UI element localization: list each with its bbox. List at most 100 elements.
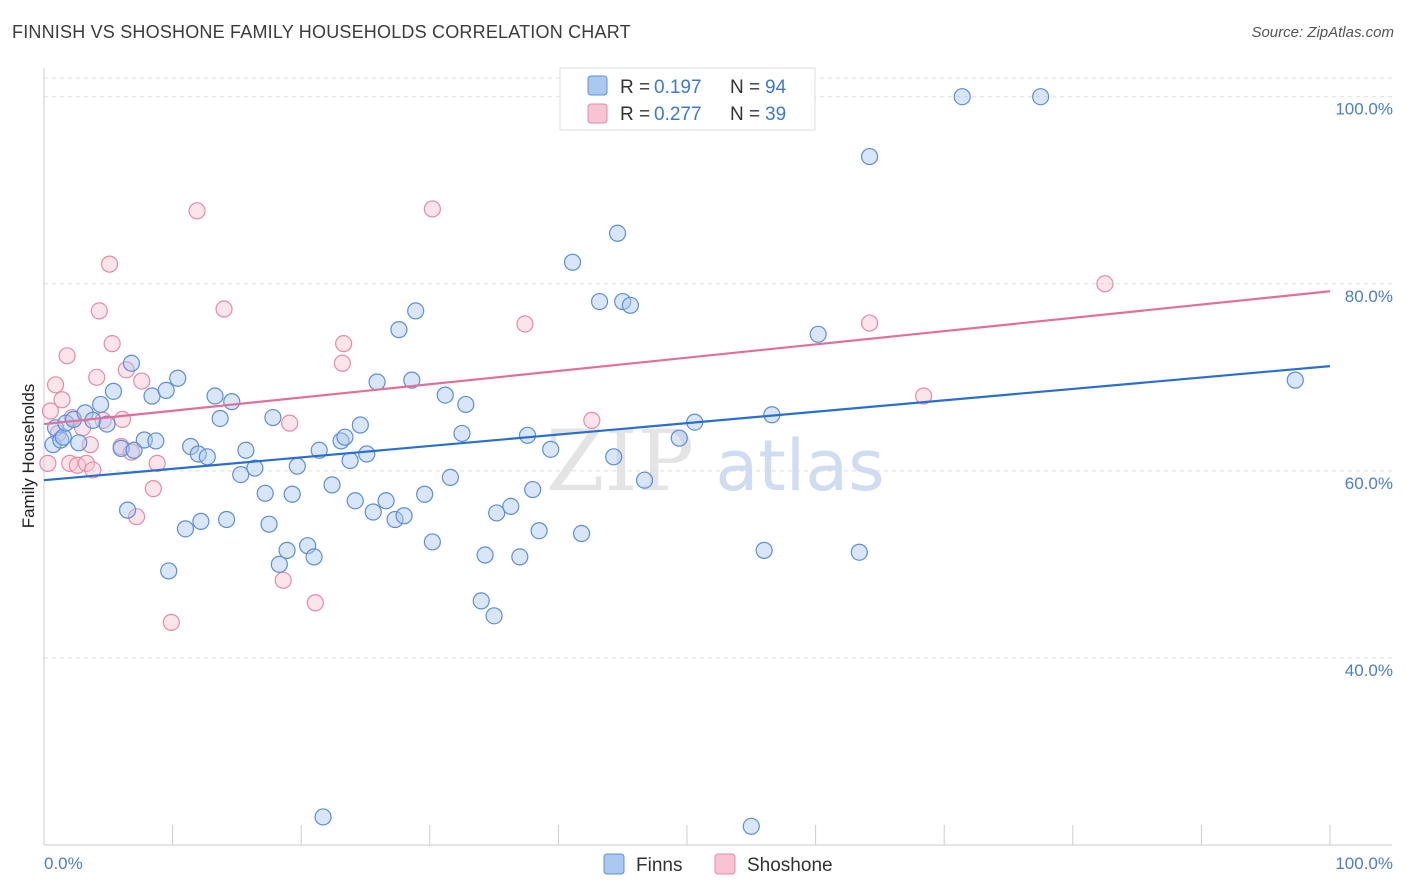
chart-title: FINNISH VS SHOSHONE FAMILY HOUSEHOLDS CO… [12,22,631,42]
finns-point-68 [485,607,503,625]
finns-point-12 [112,439,130,458]
x-tick-labels: 0.0% 100.0% [44,854,1393,873]
shoshone-trend-line [43,290,1331,426]
finns-point-13 [118,501,137,519]
shoshone-point-35 [516,315,534,333]
finns-point-61 [423,533,441,551]
shoshone-point-4 [53,391,71,409]
legend-swatch-finns [587,75,608,96]
finns-point-86 [742,817,760,835]
finns-point-29 [218,510,236,529]
finns-point-10 [98,415,116,433]
shoshone-point-38 [915,387,933,405]
finns-point-49 [346,492,364,510]
finns-point-26 [198,448,216,466]
finns-point-34 [256,484,274,502]
finns-point-65 [457,395,475,414]
bottom-legend-swatch-shoshone [714,853,736,875]
finns-point-42 [305,548,323,566]
finns-point-22 [176,520,195,538]
finns-point-38 [278,541,296,559]
finns-point-73 [524,480,542,499]
finns-point-78 [590,292,609,311]
shoshone-point-25 [148,454,166,472]
finns-point-62 [436,386,454,404]
finns-trend-line [43,364,1331,482]
shoshone-point-37 [861,314,879,332]
finns-point-67 [476,546,494,564]
watermark-atlas: atlas [715,425,884,507]
shoshone-point-39 [1096,275,1114,293]
finns-point-84 [670,429,688,447]
finns-point-32 [237,441,255,459]
finns-point-28 [211,409,229,428]
finns-point-70 [502,497,520,515]
finns-point-11 [104,382,123,400]
finns-point-25 [192,512,210,530]
y-tick-labels: 40.0% 60.0% 80.0% 100.0% [1335,100,1393,680]
finns-point-90 [850,543,868,561]
shoshone-point-22 [127,508,146,526]
shoshone-point-2 [46,376,65,394]
shoshone-point-26 [162,613,180,631]
finns-point-15 [125,441,143,459]
finns-point-93 [1032,88,1050,106]
shoshone-point-10 [77,454,96,472]
correlation-legend: R = 0.197 N = 94 R = 0.277 N = 39 [559,67,816,131]
x-tick-label-1: 100.0% [1335,854,1393,873]
finns-point-35 [260,515,278,533]
finns-point-39 [283,485,301,503]
y-tick-label-2: 80.0% [1345,287,1393,306]
finns-point-33 [246,459,264,477]
shoshone-point-27 [188,202,206,220]
finns-point-30 [223,393,241,411]
shoshone-point-5 [58,347,76,365]
shoshone-point-16 [100,255,119,273]
finns-point-87 [755,541,773,559]
finns-point-94 [1286,371,1304,389]
legend-n-value-finns: 94 [765,77,787,98]
finns-point-6 [70,434,88,452]
finns-point-69 [488,504,506,522]
finns-point-36 [264,408,282,427]
finns-point-37 [270,555,288,573]
shoshone-point-30 [281,414,299,432]
legend-n-value-shoshone: 39 [765,104,786,125]
finns-point-20 [160,562,178,580]
x-tick-label-0: 0.0% [44,854,83,873]
shoshone-point-31 [306,594,324,612]
shoshone-point-28 [215,300,233,318]
finns-point-56 [390,321,408,339]
finns-point-52 [364,503,382,521]
shoshone-point-13 [88,368,106,386]
shoshone-points [39,200,1114,631]
finns-point-31 [232,465,250,484]
shoshone-point-29 [274,571,292,589]
shoshone-point-17 [103,335,121,353]
shoshone-point-36 [583,411,601,429]
y-tick-label-1: 60.0% [1345,474,1393,493]
legend-r-value-finns: 0.197 [654,77,702,98]
finns-point-92 [953,88,971,106]
finns-point-89 [809,325,827,343]
finns-point-44 [314,808,332,826]
shoshone-point-33 [333,354,351,372]
finns-point-75 [542,440,560,458]
shoshone-point-32 [335,335,353,353]
finns-point-47 [336,428,354,446]
finns-point-21 [169,369,187,387]
finns-point-77 [572,524,591,543]
finns-point-53 [368,373,386,391]
series-legend: Finns Shoshone [603,853,833,876]
finns-point-45 [323,476,341,494]
finns-point-19 [157,381,175,400]
legend-n-label-shoshone: N = [730,104,760,125]
finns-point-63 [441,468,459,487]
finns-point-74 [530,522,548,540]
finns-point-79 [605,448,623,466]
shoshone-point-0 [39,454,57,472]
finns-point-64 [453,424,471,443]
finns-point-72 [518,426,537,444]
finns-point-18 [147,432,165,450]
finns-point-76 [563,253,582,271]
